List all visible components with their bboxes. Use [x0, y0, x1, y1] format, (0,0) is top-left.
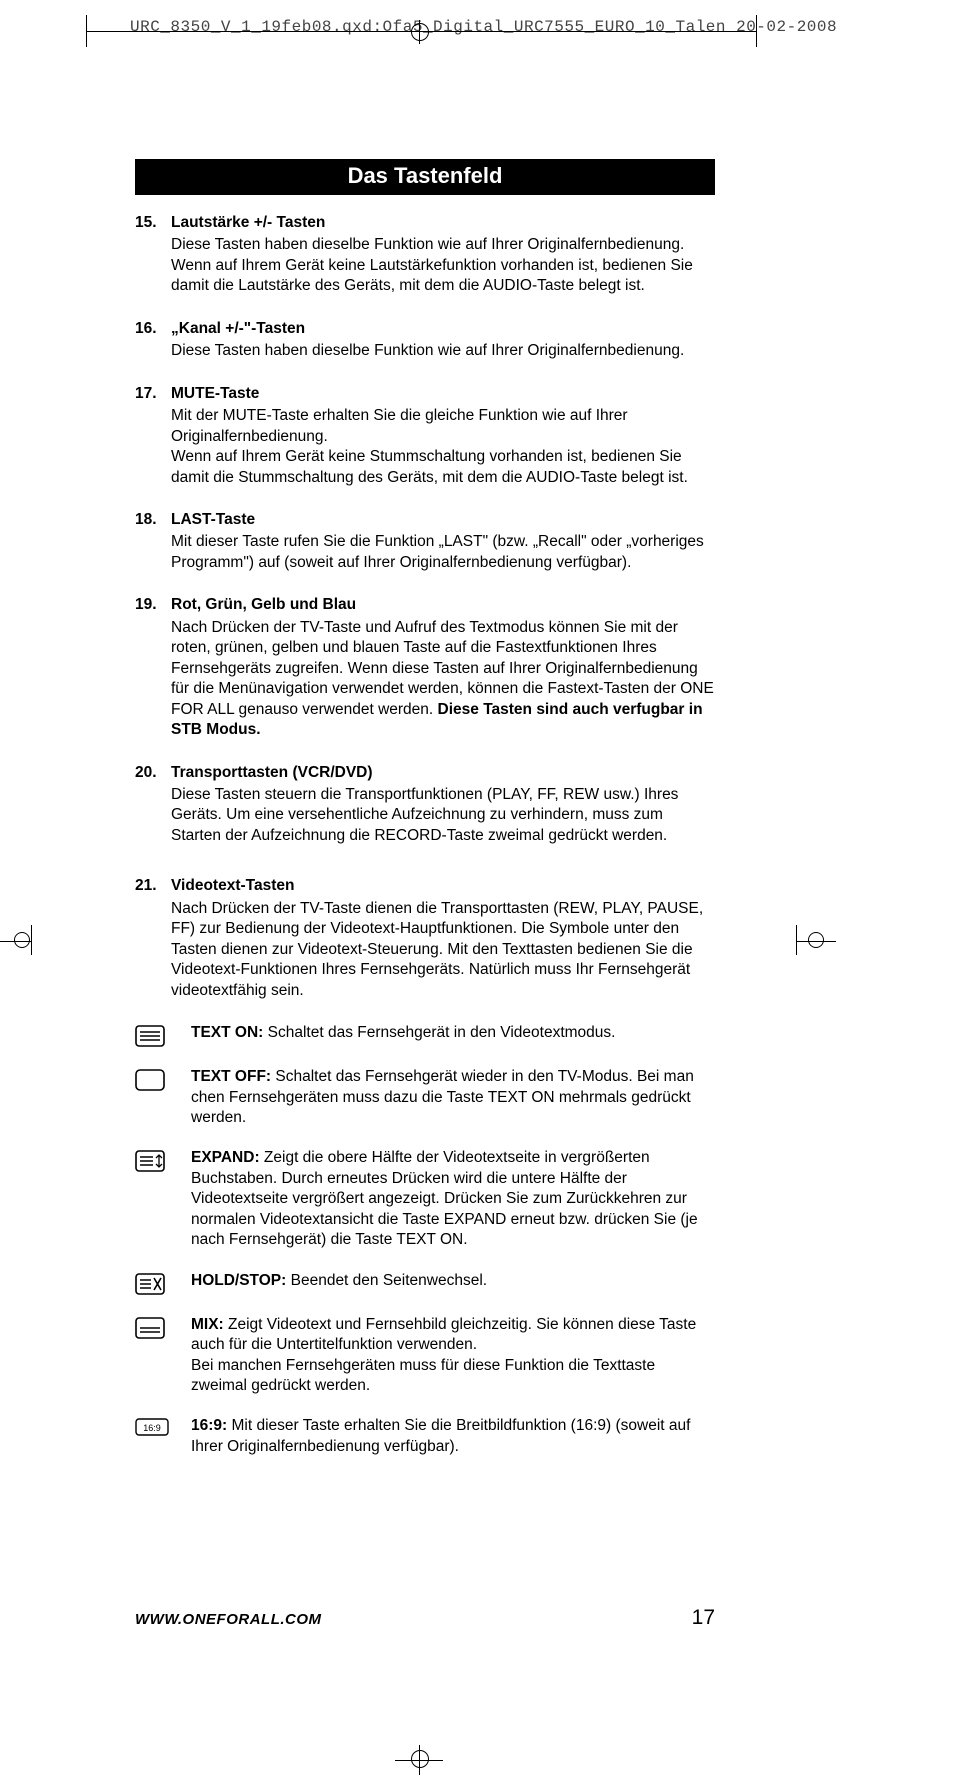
crop-mark-circle: [14, 932, 30, 948]
item-number: 21.: [135, 876, 171, 1001]
feature-row: EXPAND: Zeigt die obere Hälfte der Video…: [135, 1148, 715, 1250]
item-number: 15.: [135, 213, 171, 297]
feature-row: TEXT OFF: Schaltet das Fernsehgerät wied…: [135, 1067, 715, 1128]
feature-label: TEXT ON:: [191, 1024, 263, 1041]
item-text: Mit dieser Taste rufen Sie die Funktion …: [171, 532, 715, 573]
page-number: 17: [692, 1606, 715, 1630]
crop-mark: [419, 20, 420, 44]
item-title: MUTE-Taste: [171, 384, 715, 404]
feature-label: MIX:: [191, 1316, 224, 1333]
svg-text:16:9: 16:9: [143, 1423, 161, 1433]
text-off-icon: [135, 1067, 191, 1128]
feature-text: Zeigt Videotext und Fernsehbild gleichze…: [191, 1316, 696, 1394]
item-title: „Kanal +/-"-Tasten: [171, 319, 715, 339]
item-title: Transporttasten (VCR/DVD): [171, 763, 715, 783]
item-text: Diese Tasten haben dieselbe Funktion wie…: [171, 235, 715, 296]
item-title: Lautstärke +/- Tasten: [171, 213, 715, 233]
list-item: 20. Transporttasten (VCR/DVD) Diese Tast…: [135, 763, 715, 847]
list-item: 19. Rot, Grün, Gelb und Blau Nach Drücke…: [135, 595, 715, 740]
mix-icon: [135, 1315, 191, 1397]
item-text: Nach Drücken der TV-Taste dienen die Tra…: [171, 899, 715, 1001]
item-number: 16.: [135, 319, 171, 362]
item-title: Rot, Grün, Gelb und Blau: [171, 595, 715, 615]
feature-label: 16:9:: [191, 1417, 227, 1434]
file-header: URC_8350_V_1_19feb08.qxd:Ofa5_Digital_UR…: [130, 18, 837, 36]
page-title: Das Tastenfeld: [135, 159, 715, 195]
footer-url: WWW.ONEFORALL.COM: [135, 1611, 322, 1628]
crop-mark: [796, 925, 797, 955]
item-text: Mit der MUTE-Taste erhalten Sie die glei…: [171, 406, 715, 488]
item-title: Videotext-Tasten: [171, 876, 715, 896]
hold-stop-icon: [135, 1271, 191, 1295]
item-text: Diese Tasten steuern die Transportfunkti…: [171, 785, 715, 846]
feature-label: HOLD/STOP:: [191, 1272, 286, 1289]
item-title: LAST-Taste: [171, 510, 715, 530]
feature-row: 16:9 16:9: Mit dieser Taste erhalten Sie…: [135, 1416, 715, 1457]
crop-mark: [86, 15, 87, 47]
feature-text: Schaltet das Fernsehgerät in den Videote…: [263, 1024, 615, 1041]
feature-row: MIX: Zeigt Videotext und Fernsehbild gle…: [135, 1315, 715, 1397]
item-number: 19.: [135, 595, 171, 740]
item-number: 17.: [135, 384, 171, 488]
item-text: Diese Tasten haben dieselbe Funktion wie…: [171, 341, 715, 361]
crop-mark-circle: [411, 1750, 429, 1768]
crop-mark-circle: [411, 23, 429, 41]
feature-text: Mit dieser Taste erhalten Sie die Breitb…: [191, 1417, 690, 1454]
crop-mark-circle: [808, 932, 824, 948]
list-item: 15. Lautstärke +/- Tasten Diese Tasten h…: [135, 213, 715, 297]
item-text: Nach Drücken der TV-Taste und Aufruf des…: [171, 618, 715, 741]
feature-label: TEXT OFF:: [191, 1068, 271, 1085]
feature-text: Beendet den Seitenwechsel.: [286, 1272, 487, 1289]
crop-mark: [395, 1760, 443, 1761]
list-item: 18. LAST-Taste Mit dieser Taste rufen Si…: [135, 510, 715, 573]
content-area: Das Tastenfeld 15. Lautstärke +/- Tasten…: [135, 159, 715, 1477]
text-on-icon: [135, 1023, 191, 1047]
feature-text: Zeigt die obere Hälfte der Videotextseit…: [191, 1149, 698, 1248]
footer: WWW.ONEFORALL.COM 17: [135, 1606, 715, 1630]
feature-row: HOLD/STOP: Beendet den Seitenwechsel.: [135, 1271, 715, 1295]
list-item: 21. Videotext-Tasten Nach Drücken der TV…: [135, 876, 715, 1001]
item-number: 20.: [135, 763, 171, 847]
list-item: 16. „Kanal +/-"-Tasten Diese Tasten habe…: [135, 319, 715, 362]
feature-list: TEXT ON: Schaltet das Fernsehgerät in de…: [135, 1023, 715, 1457]
crop-mark: [31, 925, 32, 955]
expand-icon: [135, 1148, 191, 1250]
item-number: 18.: [135, 510, 171, 573]
sixteen-nine-icon: 16:9: [135, 1416, 191, 1457]
feature-row: TEXT ON: Schaltet das Fernsehgerät in de…: [135, 1023, 715, 1047]
feature-label: EXPAND:: [191, 1149, 260, 1166]
list-item: 17. MUTE-Taste Mit der MUTE-Taste erhalt…: [135, 384, 715, 488]
crop-mark: [756, 15, 757, 47]
